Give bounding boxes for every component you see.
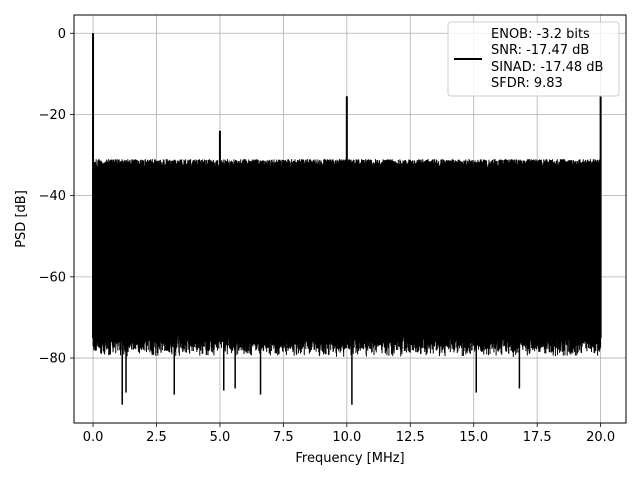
x-tick-label: 0.0 bbox=[83, 430, 104, 445]
legend-entry-snr: SNR: -17.47 dB bbox=[491, 43, 589, 58]
legend-entry-sinad: SINAD: -17.48 dB bbox=[491, 60, 603, 75]
x-tick-label: 2.5 bbox=[146, 430, 167, 445]
y-tick-label: −40 bbox=[39, 189, 66, 204]
x-tick-label: 17.5 bbox=[523, 430, 552, 445]
legend-box bbox=[447, 21, 620, 97]
x-axis-ticks: 0.0 2.5 5.0 7.5 10.0 12.5 15.0 17.5 20.0 bbox=[83, 423, 615, 445]
legend-entry-enob: ENOB: -3.2 bits bbox=[491, 27, 590, 42]
y-tick-label: −60 bbox=[39, 270, 66, 285]
series-psd bbox=[92, 33, 602, 405]
x-tick-label: 12.5 bbox=[396, 430, 425, 445]
x-tick-label: 10.0 bbox=[332, 430, 361, 445]
x-tick-label: 5.0 bbox=[210, 430, 231, 445]
legend-entry-sfdr: SFDR: 9.83 bbox=[491, 76, 563, 91]
legend: ENOB: -3.2 bits SNR: -17.47 dB SINAD: -1… bbox=[447, 21, 620, 97]
y-tick-label: −80 bbox=[39, 352, 66, 367]
x-tick-label: 15.0 bbox=[459, 430, 488, 445]
x-tick-label: 20.0 bbox=[586, 430, 615, 445]
y-axis-ticks: 0 −20 −40 −60 −80 bbox=[39, 27, 74, 367]
y-axis-label: PSD [dB] bbox=[14, 190, 29, 248]
plot-frame bbox=[73, 14, 627, 424]
x-axis-label: Frequency [MHz] bbox=[295, 451, 404, 466]
x-tick-label: 7.5 bbox=[273, 430, 294, 445]
y-tick-label: −20 bbox=[39, 108, 66, 123]
y-tick-label: 0 bbox=[58, 27, 66, 42]
